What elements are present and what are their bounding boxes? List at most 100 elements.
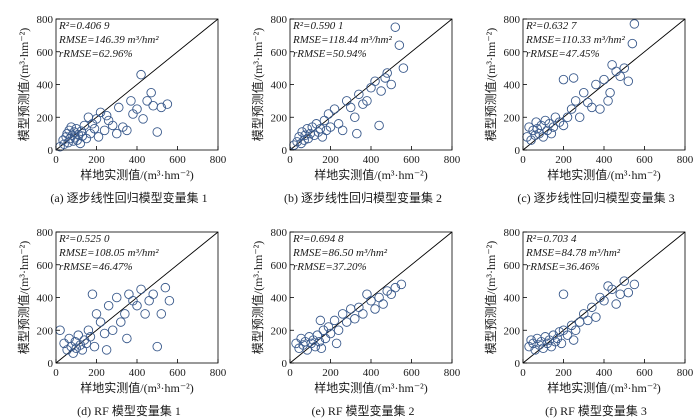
y-tick-label: 0: [515, 358, 521, 370]
data-point: [91, 309, 102, 319]
data-point: [303, 133, 313, 144]
stat-line: R²=0.406 9: [58, 20, 110, 32]
data-point: [75, 138, 86, 149]
data-point: [566, 104, 577, 114]
y-axis-label: 模型预测值/(m³·hm⁻²): [483, 241, 498, 355]
x-axis-label: 样地实测值/(m³·hm⁻²): [547, 380, 661, 395]
data-point: [570, 325, 581, 336]
data-point: [325, 328, 336, 339]
data-point: [333, 119, 344, 129]
y-tick-label: 800: [504, 227, 521, 239]
data-point: [380, 73, 390, 83]
data-point: [591, 79, 601, 90]
stat-line: rRMSE=36.46%: [526, 261, 600, 273]
data-point: [146, 87, 156, 98]
data-point: [122, 333, 132, 344]
data-point: [346, 102, 356, 113]
data-point: [374, 292, 384, 303]
x-tick-label: 0: [520, 367, 526, 379]
data-point: [83, 325, 94, 336]
x-axis-label: 样地实测值/(m³·hm⁻²): [314, 167, 428, 182]
y-axis-label: 模型预测值/(m³·hm⁻²): [16, 241, 31, 355]
data-point: [162, 99, 173, 109]
y-axis-label: 模型预测值/(m³·hm⁻²): [250, 28, 265, 142]
data-point: [619, 63, 630, 73]
data-point: [548, 122, 559, 132]
data-point: [599, 296, 609, 306]
data-point: [398, 63, 409, 73]
data-point: [329, 104, 340, 114]
y-tick-label: 800: [271, 14, 288, 26]
x-tick-label: 800: [444, 154, 461, 166]
y-tick-label: 600: [504, 47, 521, 59]
data-point: [107, 325, 118, 336]
x-tick-label: 600: [403, 154, 420, 166]
x-tick-label: 800: [210, 367, 227, 379]
y-tick-label: 600: [271, 47, 288, 59]
data-point: [152, 341, 162, 352]
data-point: [362, 96, 372, 106]
x-tick-label: 0: [53, 367, 59, 379]
panel-caption: (f) RF 模型变量集 3: [545, 403, 647, 418]
panel-caption: (b) 逐步线性回归模型变量集 2: [284, 190, 442, 205]
data-point: [111, 292, 122, 303]
y-tick-label: 600: [271, 260, 288, 272]
y-tick-label: 800: [271, 227, 288, 239]
data-point: [89, 341, 100, 352]
panel-caption: (e) RF 模型变量集 2: [312, 403, 415, 418]
y-tick-label: 600: [504, 260, 521, 272]
x-tick-label: 400: [596, 367, 613, 379]
data-point: [607, 60, 617, 70]
data-point: [156, 309, 167, 319]
x-tick-label: 200: [555, 367, 572, 379]
data-point: [89, 123, 100, 134]
data-point: [164, 296, 175, 306]
x-axis-label: 样地实测值/(m³·hm⁻²): [80, 380, 194, 395]
data-point: [323, 322, 334, 332]
stat-line: RMSE=108.05 m³/hm²: [58, 247, 159, 259]
data-point: [291, 338, 301, 349]
y-tick-label: 0: [515, 145, 521, 157]
data-point: [346, 304, 356, 314]
data-point: [144, 296, 154, 306]
data-point: [558, 74, 569, 85]
data-point: [390, 22, 401, 32]
x-axis-label: 样地实测值/(m³·hm⁻²): [80, 167, 194, 182]
data-point: [152, 127, 162, 137]
data-point: [570, 96, 581, 106]
x-tick-label: 800: [677, 154, 694, 166]
data-point: [366, 296, 376, 306]
data-point: [623, 287, 634, 298]
scatter-panel: 0 200 400 600 800 0 200 400 600 800 R²=0.632 7 RMSE…: [483, 14, 694, 205]
data-point: [107, 120, 118, 131]
data-point: [325, 122, 336, 132]
data-point: [76, 126, 87, 136]
y-tick-label: 0: [48, 145, 54, 157]
data-point: [558, 289, 569, 299]
data-point: [59, 139, 69, 150]
y-tick-label: 200: [504, 112, 521, 124]
data-point: [374, 120, 384, 131]
data-point: [294, 132, 304, 142]
data-point: [595, 104, 605, 114]
data-point: [615, 71, 625, 82]
y-tick-label: 800: [504, 14, 521, 26]
data-point: [68, 348, 78, 358]
x-tick-label: 200: [88, 367, 105, 379]
data-point: [579, 87, 589, 98]
x-tick-label: 600: [636, 367, 653, 379]
x-tick-label: 200: [322, 154, 339, 166]
data-point: [77, 345, 88, 355]
data-point: [160, 282, 171, 293]
x-tick-label: 800: [444, 367, 461, 379]
data-point: [132, 300, 142, 311]
x-tick-label: 0: [520, 154, 526, 166]
data-point: [329, 315, 340, 326]
data-point: [142, 96, 152, 106]
data-point: [583, 315, 593, 326]
data-point: [101, 345, 112, 355]
stat-line: R²=0.632 7: [525, 20, 577, 32]
data-point: [333, 325, 344, 336]
panel-caption: (a) 逐步线性回归模型变量集 1: [50, 190, 207, 205]
stat-line: RMSE=110.33 m³/hm²: [525, 34, 625, 46]
